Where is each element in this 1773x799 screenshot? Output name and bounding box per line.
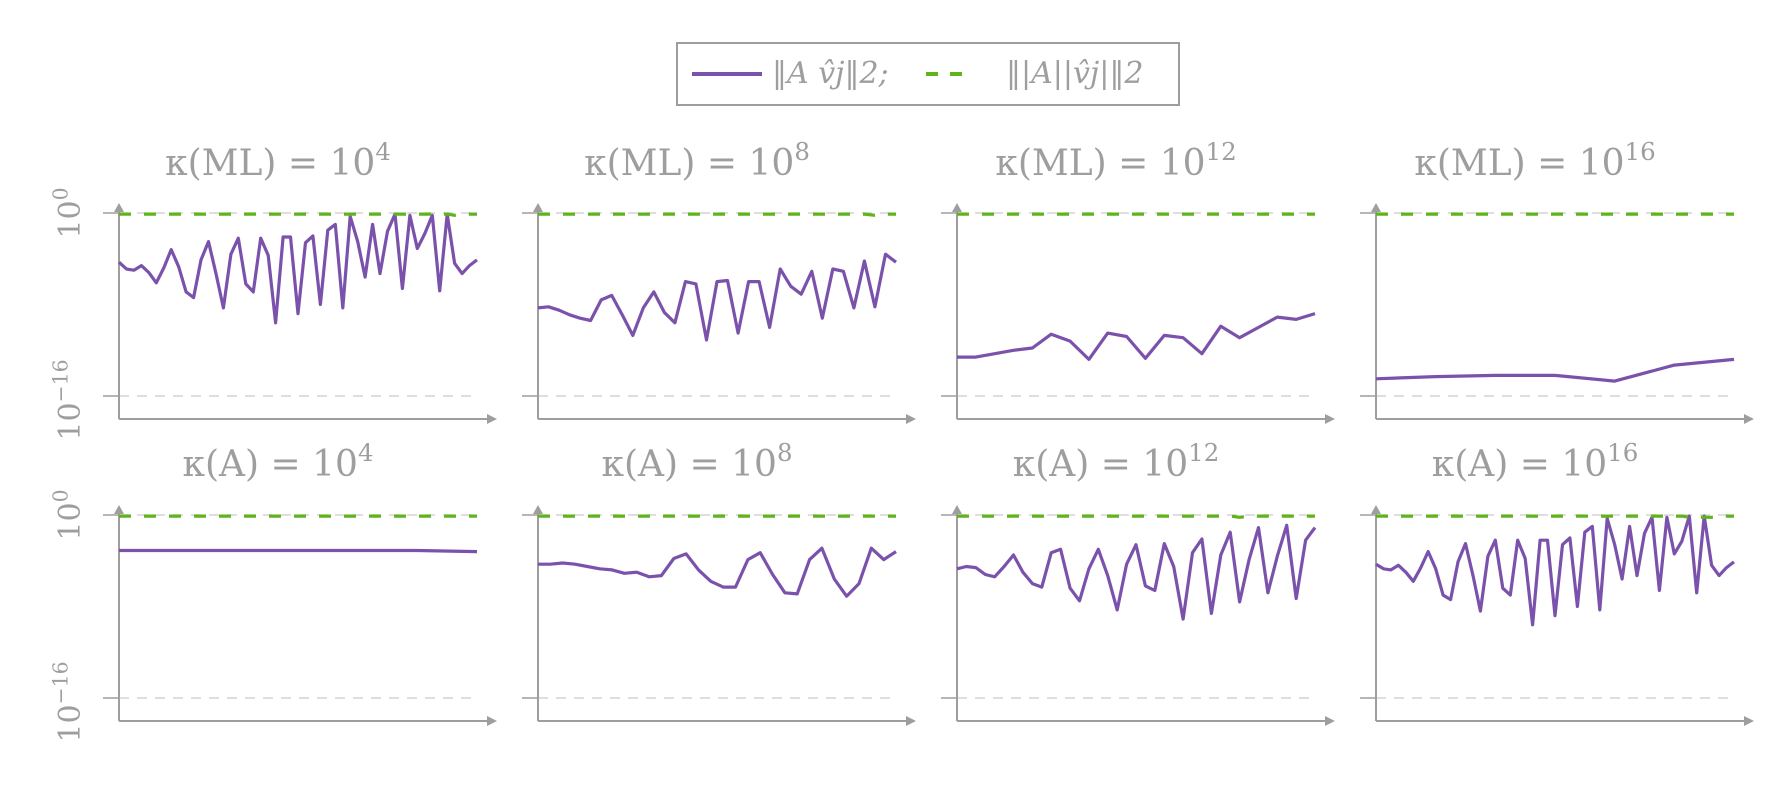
panel-4 (1360, 203, 1754, 424)
panel-6 (522, 505, 916, 726)
y-axis-arrow (533, 203, 543, 212)
y-axis-arrow (114, 203, 124, 212)
x-axis-arrow (487, 716, 497, 726)
panel-title: κ(A) = 104 (182, 438, 373, 485)
ytick-label-bottom: 10−16 (48, 661, 88, 742)
panel-title: κ(ML) = 1016 (1414, 137, 1655, 184)
panel-title: κ(ML) = 1012 (995, 137, 1236, 184)
series-line-solid (1375, 357, 1735, 383)
panel-8 (1360, 505, 1754, 726)
ytick-label-bottom: 10−16 (48, 359, 88, 440)
x-axis-arrow (906, 414, 916, 424)
x-axis-arrow (1744, 716, 1754, 726)
x-axis-arrow (1744, 414, 1754, 424)
panel-1 (103, 203, 497, 424)
panel-7 (941, 505, 1335, 726)
panel-title: κ(ML) = 104 (165, 137, 391, 184)
panel-title: κ(A) = 1012 (1013, 438, 1220, 485)
panel-title: κ(A) = 1016 (1432, 438, 1639, 485)
series-line-solid (538, 546, 897, 598)
x-axis-arrow (1325, 716, 1335, 726)
ytick-label-top: 100 (48, 187, 88, 238)
panel-3 (941, 203, 1335, 424)
x-axis-arrow (487, 414, 497, 424)
series-line-solid (956, 523, 1317, 621)
series-line-solid (117, 212, 478, 325)
panel-2 (522, 203, 916, 424)
panel-5 (103, 505, 497, 726)
panel-title: κ(ML) = 108 (584, 137, 810, 184)
panel-title: κ(A) = 108 (601, 438, 792, 485)
series-line-dashed (538, 212, 896, 217)
legend-label-solid: ‖A v̂j‖2; (772, 56, 889, 91)
series-line-solid (119, 548, 478, 554)
y-axis-arrow (1371, 505, 1381, 514)
series-line-solid (1375, 514, 1735, 627)
y-axis-arrow (114, 505, 124, 514)
x-axis-arrow (1325, 414, 1335, 424)
series-line-solid (537, 252, 897, 342)
x-axis-arrow (906, 716, 916, 726)
series-line-dashed (1376, 514, 1734, 519)
legend-swatches (692, 72, 972, 76)
y-axis-arrow (952, 203, 962, 212)
y-axis-arrow (952, 505, 962, 514)
series-line-dashed (119, 212, 477, 217)
y-axis-arrow (533, 505, 543, 514)
series-line-dashed (957, 514, 1315, 519)
legend: ‖A v̂j‖2; ‖|A||v̂j|‖2 (676, 42, 1180, 106)
ytick-label-top: 100 (48, 489, 88, 540)
y-axis-arrow (1371, 203, 1381, 212)
legend-label-dashed: ‖|A||v̂j|‖2 (1006, 56, 1144, 91)
series-line-solid (957, 312, 1316, 361)
